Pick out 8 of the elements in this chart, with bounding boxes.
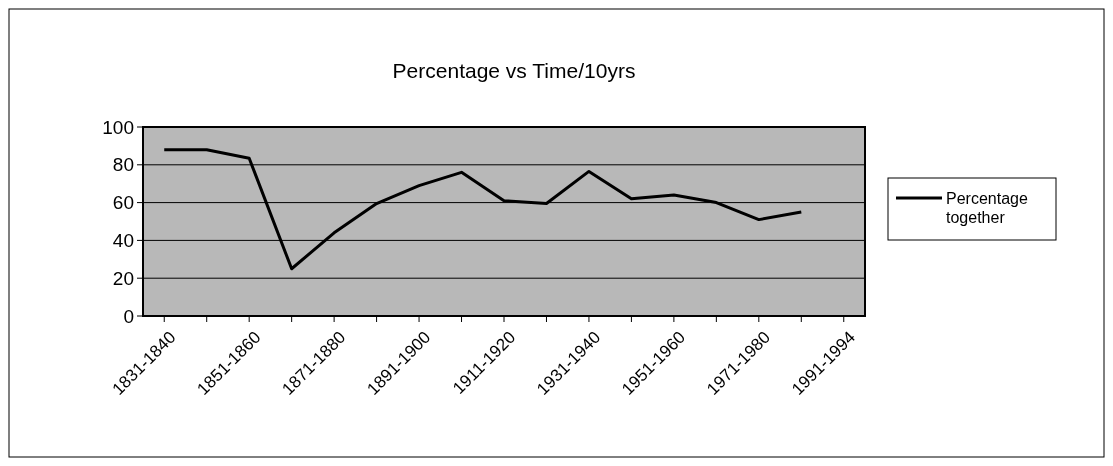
y-tick-label: 0 <box>123 305 134 327</box>
chart-title: Percentage vs Time/10yrs <box>392 59 636 82</box>
y-tick-label: 20 <box>112 267 134 289</box>
y-tick-label: 80 <box>112 154 134 176</box>
y-tick-label: 40 <box>112 230 134 252</box>
y-tick-label: 60 <box>112 192 134 214</box>
legend-label: Percentage together <box>946 189 1028 226</box>
y-tick-label: 100 <box>102 116 134 138</box>
